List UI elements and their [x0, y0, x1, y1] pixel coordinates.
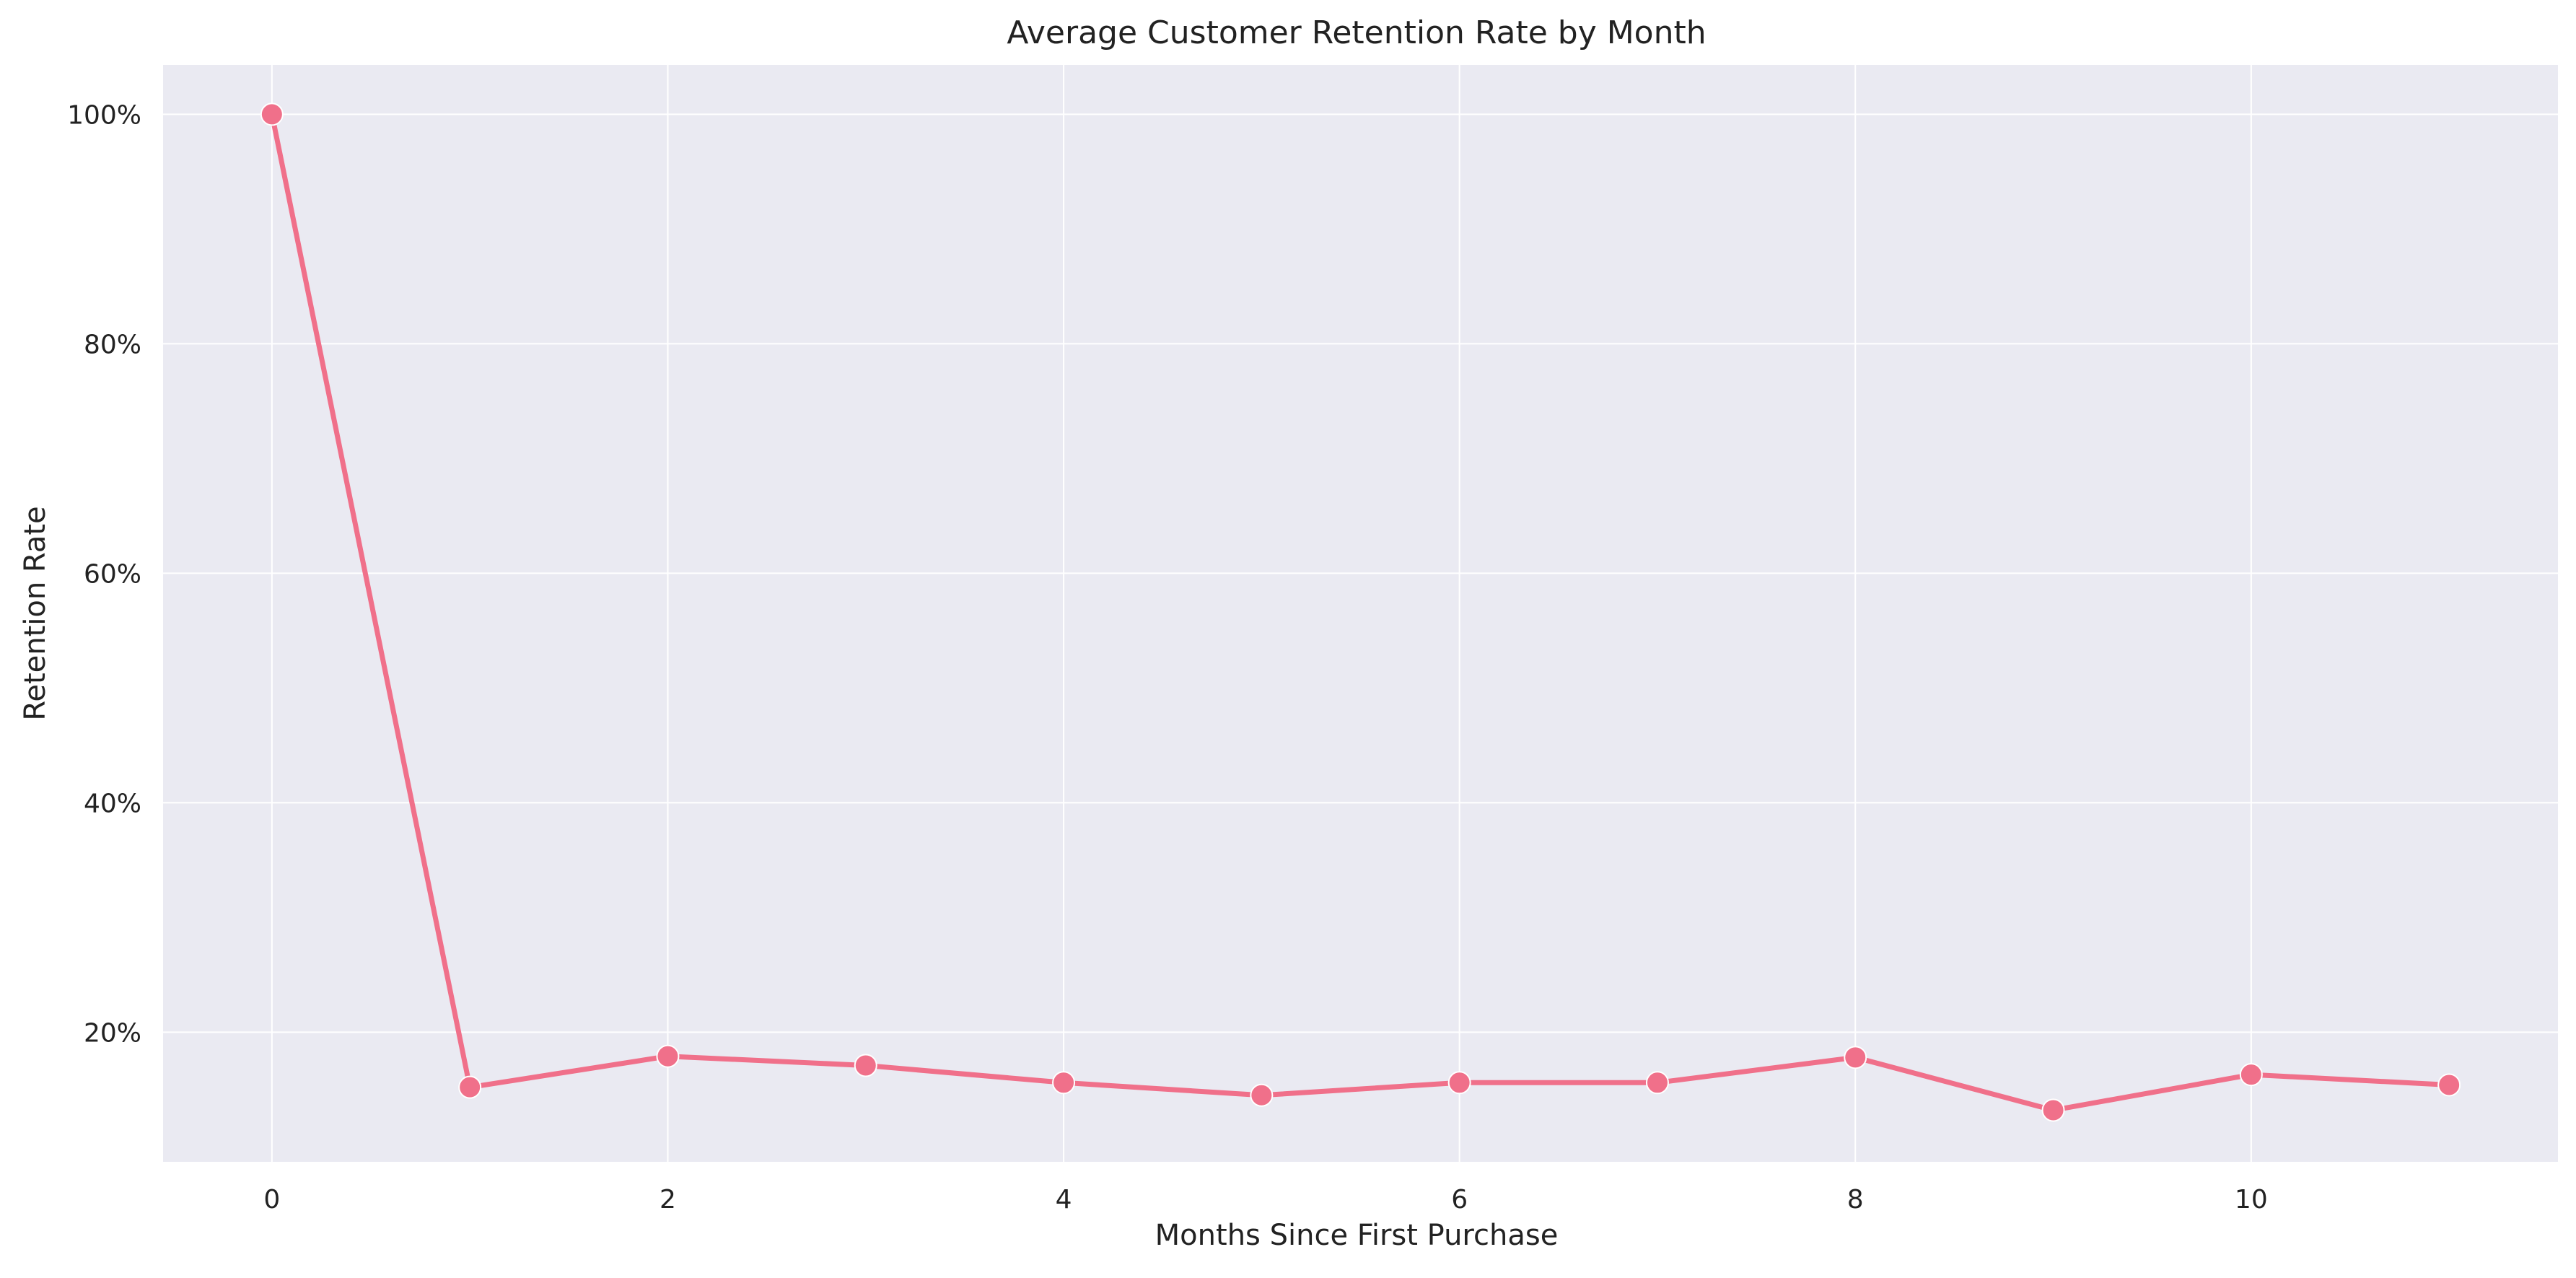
data-point: [458, 1075, 482, 1099]
y-tick-label: 100%: [67, 100, 141, 130]
x-tick-labels: 0 2 4 6 8 10: [263, 1185, 2267, 1214]
data-point: [2239, 1063, 2263, 1087]
y-tick-label: 60%: [84, 559, 141, 589]
chart-title: Average Customer Retention Rate by Month: [1007, 14, 1706, 51]
x-tick-label: 8: [1847, 1185, 1864, 1214]
data-point: [2437, 1073, 2461, 1097]
x-tick-label: 2: [660, 1185, 676, 1214]
data-point: [2041, 1098, 2065, 1122]
y-tick-labels: 20% 40% 60% 80% 100%: [67, 100, 141, 1048]
data-point: [1645, 1071, 1669, 1095]
x-tick-label: 10: [2235, 1185, 2268, 1214]
data-point: [1844, 1046, 1867, 1069]
x-axis-label: Months Since First Purchase: [1155, 1219, 1559, 1252]
data-point: [854, 1054, 877, 1077]
y-tick-label: 80%: [84, 330, 141, 359]
data-point: [1250, 1083, 1274, 1107]
y-axis-label: Retention Rate: [19, 506, 52, 720]
plot-area: [163, 65, 2558, 1162]
x-tick-label: 6: [1451, 1185, 1468, 1214]
x-tick-label: 0: [263, 1185, 280, 1214]
data-point: [1052, 1071, 1076, 1095]
data-point: [656, 1044, 680, 1068]
y-tick-label: 40%: [84, 789, 141, 818]
series-layer: [260, 102, 2461, 1122]
x-tick-label: 4: [1056, 1185, 1072, 1214]
y-tick-label: 20%: [84, 1018, 141, 1048]
data-point: [1447, 1071, 1471, 1095]
grid: [163, 65, 2558, 1162]
data-point: [260, 102, 284, 126]
series-line: [269, 111, 2452, 1113]
